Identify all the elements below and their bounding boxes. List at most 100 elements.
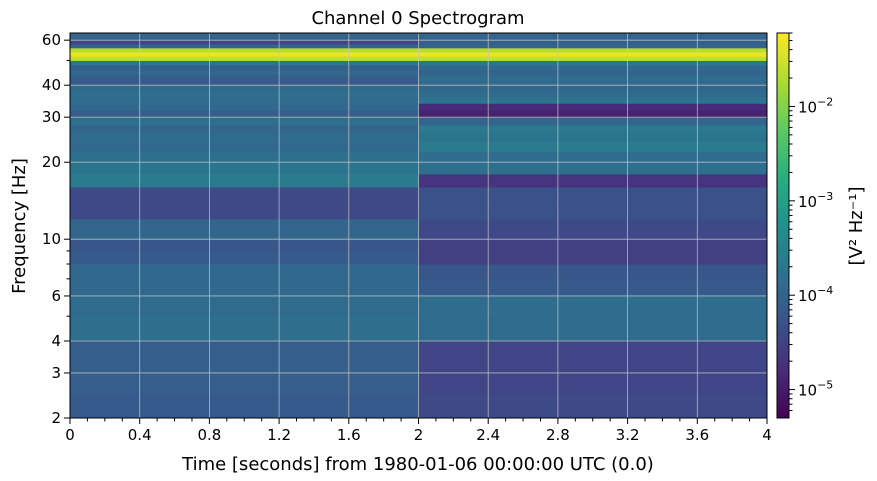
heatmap-cell [70,47,419,53]
y-tick-label: 10 [42,230,61,248]
y-tick-label: 3 [51,364,61,382]
heatmap-cell [418,187,767,203]
x-tick-label: 0 [65,426,75,444]
heatmap-cell [418,96,767,104]
heatmap-cell [70,250,419,265]
colorbar-tick-label: 10−5 [798,379,833,400]
heatmap-cell [418,110,767,118]
x-tick-label: 4 [762,426,772,444]
heatmap-cell [70,96,419,104]
heatmap-cell [70,60,419,66]
x-tick-label: 2.8 [546,426,570,444]
colorbar-tick-label: 10−4 [798,284,833,305]
x-tick-label: 3.2 [616,426,640,444]
heatmap-cell [70,124,419,134]
heatmap-cell [418,393,767,418]
heatmap-cell [418,173,767,188]
y-axis-label: Frequency [Hz] [9,158,30,294]
chart-title: Channel 0 Spectrogram [311,8,524,29]
x-axis-ticks: 0 0.4 0.8 1.2 1.6 2 2.4 2.8 3.2 3.6 4 [65,418,772,444]
heatmap-cell [418,278,767,297]
heatmap-cell [418,341,767,394]
y-tick-label: 30 [42,108,61,126]
heatmap-cell [70,90,419,98]
heatmap-cell [418,43,767,49]
y-tick-label: 4 [51,332,61,350]
heatmap-cell [418,250,767,265]
heatmap-cell [70,162,419,175]
heatmap-cell [418,69,767,76]
heatmap-cell [70,316,419,342]
heatmap-cell [70,295,419,317]
x-tick-label: 1.6 [337,426,361,444]
heatmap-cell [418,117,767,126]
heatmap-cell [70,239,419,252]
heatmap-cell [418,74,767,81]
heatmap-cell [70,40,419,45]
heatmap-cell [418,295,767,317]
heatmap-cell [418,151,767,163]
colorbar-tick-label: 10−3 [798,190,833,211]
heatmap-cell [70,110,419,118]
y-tick-label: 20 [42,153,61,171]
heatmap-cell [70,173,419,188]
heatmap-cell [418,218,767,240]
colorbar-label: [V² Hz⁻¹] [846,187,867,266]
heatmap-cell [418,133,767,143]
y-tick-label: 60 [42,31,61,49]
heatmap-cell [418,85,767,92]
colorbar-ticks: 10−5 10−4 10−3 10−2 [789,32,833,412]
heatmap-cell [418,316,767,342]
heatmap-cell [418,162,767,175]
heatmap-cell [418,103,767,111]
y-tick-label: 6 [51,287,61,305]
heatmap-cell [70,151,419,163]
heatmap-cell [70,201,419,220]
heatmap-cell [418,90,767,98]
heatmap-cell [418,51,767,57]
heatmap-cell [418,64,767,71]
heatmap-cell [70,103,419,111]
colorbar [776,32,790,419]
heatmap-cell [70,141,419,153]
heatmap-cell [70,56,419,61]
x-tick-label: 2 [414,426,424,444]
heatmap-cell [70,33,419,38]
heatmap-cell [418,239,767,252]
heatmap-cell [418,141,767,153]
x-tick-label: 2.4 [476,426,500,444]
heatmap-cell [418,56,767,61]
y-axis-ticks: 2 3 4 6 10 20 30 40 60 [42,31,70,427]
heatmap-cell [418,47,767,53]
heatmap-cell [70,278,419,297]
heatmap-cell [70,51,419,57]
heatmap-cell [70,117,419,126]
heatmap-cell [70,79,419,86]
x-tick-label: 1.2 [267,426,291,444]
heatmap-cell [70,264,419,280]
heatmap-cell [70,64,419,71]
heatmap-cell [418,33,767,38]
heatmap-cell [70,43,419,49]
heatmap-cell [70,218,419,240]
heatmap-cell [418,79,767,86]
heatmap-cell [70,341,419,394]
heatmap-cells [70,33,767,418]
heatmap-cell [70,393,419,418]
heatmap-cell [70,85,419,92]
heatmap-cell [418,124,767,134]
y-tick-label: 40 [42,76,61,94]
heatmap-cell [418,36,767,41]
heatmap-cell [70,133,419,143]
heatmap-cell [70,36,419,41]
x-tick-label: 3.6 [685,426,709,444]
heatmap-cell [418,40,767,45]
x-tick-label: 0.8 [197,426,221,444]
heatmap-cell [418,264,767,280]
heatmap-cell [70,187,419,203]
heatmap-cell [70,74,419,81]
heatmap-cell [418,60,767,66]
heatmap-cell [418,201,767,220]
heatmap-cell [70,69,419,76]
